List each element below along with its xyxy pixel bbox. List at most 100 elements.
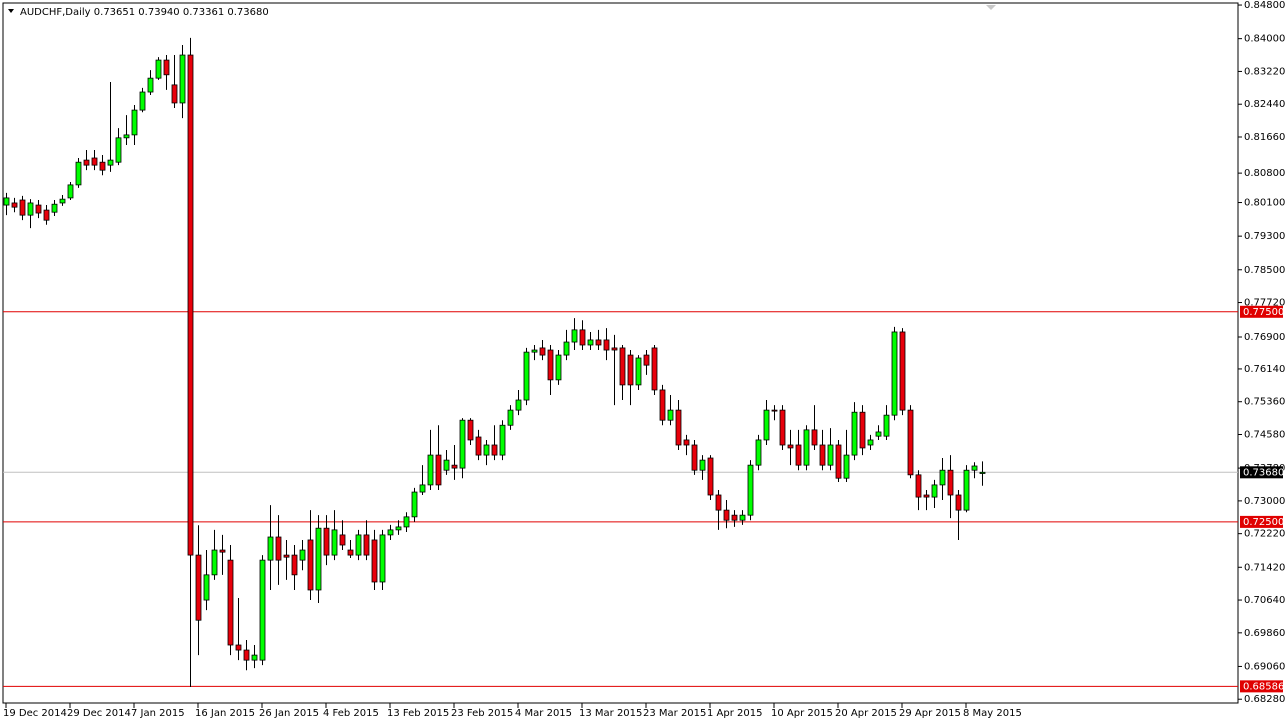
y-tick-label: 0.80100 (1244, 198, 1285, 209)
candle-body (595, 339, 602, 346)
candle-body (819, 444, 826, 466)
candle-body (299, 549, 306, 561)
candle-body (627, 354, 634, 386)
candle-body (35, 204, 42, 214)
candle-body (739, 514, 746, 521)
last-price-box (1240, 466, 1283, 479)
x-tick-label: 7 Jan 2015 (131, 708, 185, 719)
candle-body (435, 454, 442, 486)
candle-body (155, 59, 162, 79)
y-tick-label: 0.69060 (1244, 661, 1285, 672)
candle-body (835, 444, 842, 479)
candle-body (187, 54, 194, 556)
x-tick-label: 8 May 2015 (963, 708, 1022, 719)
candle-body (507, 409, 514, 426)
x-tick-label: 4 Feb 2015 (323, 708, 379, 719)
candle-body (27, 202, 34, 216)
x-tick-label: 13 Feb 2015 (387, 708, 449, 719)
candle-body (395, 526, 402, 531)
candle-body (939, 469, 946, 486)
candle-body (283, 554, 290, 558)
candle-body (179, 54, 186, 104)
candle-body (379, 534, 386, 583)
y-tick-label: 0.84800 (1244, 0, 1285, 11)
level-label: 0.68586 (1243, 681, 1284, 692)
x-tick-label: 13 Mar 2015 (579, 708, 642, 719)
candle-body (619, 347, 626, 386)
candle-body (267, 536, 274, 561)
candle-body (699, 459, 706, 471)
candle-body (171, 84, 178, 104)
candle-body (611, 347, 618, 351)
candle-body (563, 341, 570, 356)
candle-body (363, 534, 370, 556)
candle-body (963, 469, 970, 511)
candle-body (771, 409, 778, 412)
x-tick-label: 23 Feb 2015 (451, 708, 513, 719)
candle-body (19, 199, 26, 216)
candle-body (851, 411, 858, 456)
candle-body (691, 444, 698, 471)
candle-body (587, 339, 594, 346)
candle-body (979, 471, 986, 474)
candle-body (523, 351, 530, 401)
candle-body (859, 411, 866, 449)
y-tick-label: 0.72220 (1244, 529, 1285, 540)
candle-body (475, 436, 482, 456)
candle-body (675, 409, 682, 446)
x-tick-label: 4 Mar 2015 (515, 708, 572, 719)
candle-body (459, 419, 466, 469)
candle-body (3, 197, 10, 206)
candle-body (659, 389, 666, 421)
candle-body (683, 439, 690, 446)
candle-body (83, 159, 90, 166)
candle-body (43, 209, 50, 221)
candle-body (467, 419, 474, 441)
y-tick-label: 0.84000 (1244, 34, 1285, 45)
candle-body (11, 202, 18, 208)
candle-body (323, 527, 330, 556)
candle-body (571, 329, 578, 343)
candle-body (899, 331, 906, 411)
candle-body (891, 331, 898, 416)
candle-body (843, 454, 850, 479)
candle-body (667, 409, 674, 421)
x-tick-label: 29 Apr 2015 (899, 708, 961, 719)
y-tick-label: 0.81660 (1244, 132, 1285, 143)
candle-body (755, 439, 762, 466)
x-tick-label: 1 Apr 2015 (707, 708, 762, 719)
candle-body (715, 494, 722, 511)
candle-body (867, 439, 874, 446)
candle-body (923, 494, 930, 498)
y-tick-label: 0.78500 (1244, 265, 1285, 276)
candle-body (251, 654, 258, 661)
candle-body (275, 536, 282, 561)
candle-body (723, 509, 730, 521)
level-label-box (1240, 515, 1283, 528)
candle-body (539, 347, 546, 356)
candle-body (651, 347, 658, 391)
chart-header: AUDCHF,Daily 0.73651 0.73940 0.73361 0.7… (20, 7, 269, 18)
candle-body (875, 431, 882, 437)
candle-body (419, 484, 426, 493)
candle-body (451, 464, 458, 469)
candle-body (547, 349, 554, 381)
x-tick-label: 10 Apr 2015 (771, 708, 833, 719)
candle-body (555, 354, 562, 381)
candle-body (643, 354, 650, 366)
shift-marker (986, 5, 996, 10)
candle-body (115, 137, 122, 163)
candle-body (75, 161, 82, 186)
candle-body (427, 454, 434, 486)
candle-body (531, 349, 538, 353)
candle-body (227, 559, 234, 646)
candle-body (915, 474, 922, 498)
candle-body (707, 457, 714, 496)
candle-body (491, 444, 498, 456)
y-tick-label: 0.69860 (1244, 628, 1285, 639)
level-label-box (1240, 680, 1283, 693)
candle-body (779, 409, 786, 446)
candle-body (131, 109, 138, 136)
x-tick-label: 19 Dec 2014 (3, 708, 67, 719)
